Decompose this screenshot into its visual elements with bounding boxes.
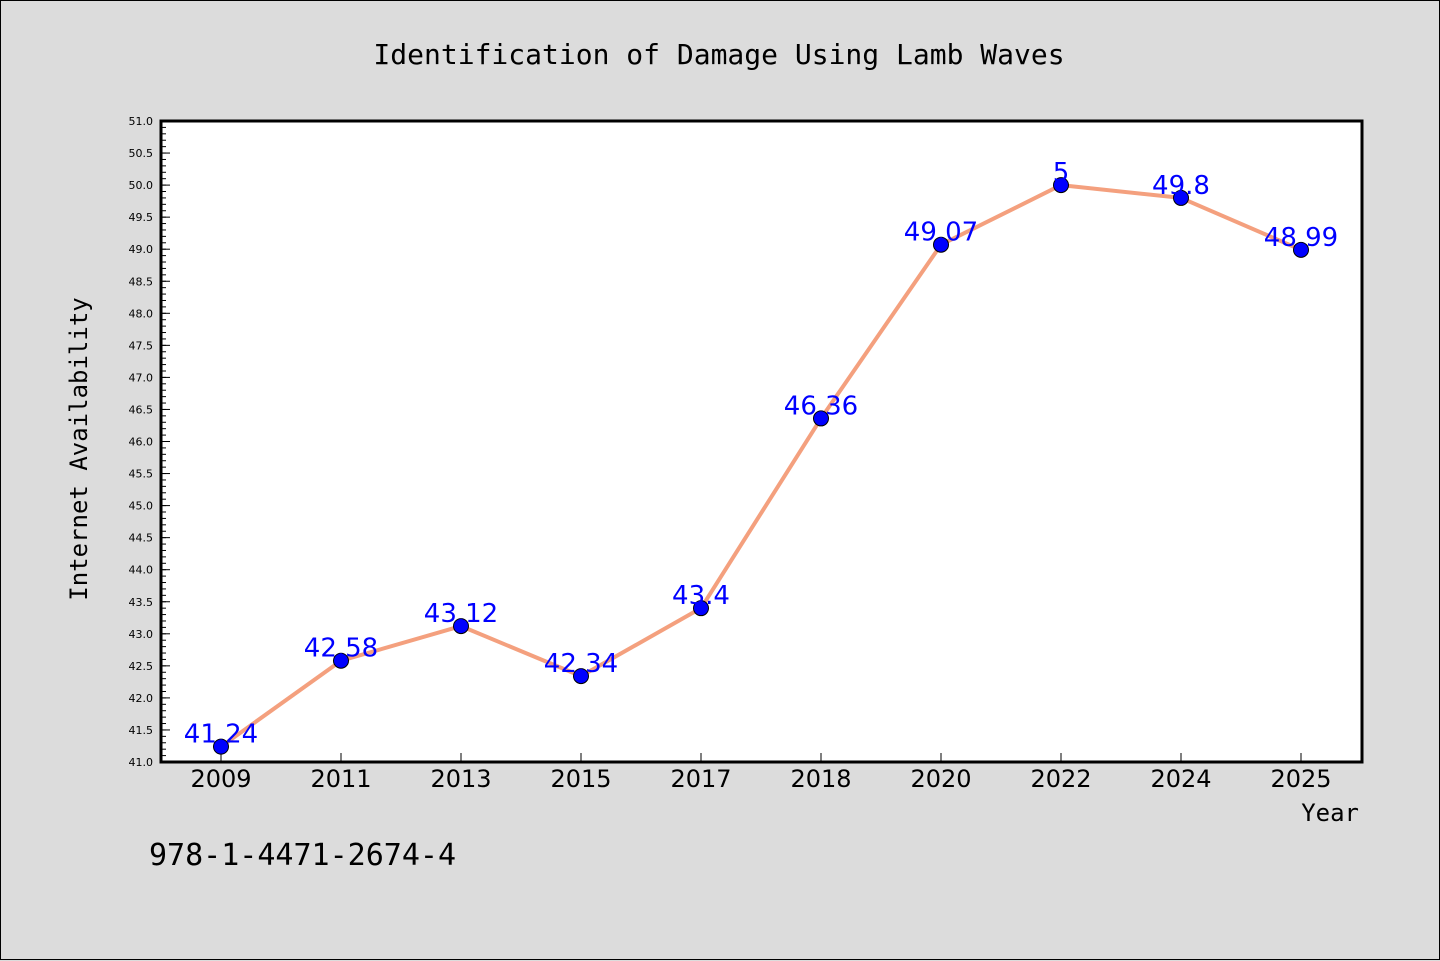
y-tick-label: 47.5 xyxy=(129,339,154,352)
data-point xyxy=(933,236,949,253)
data-point xyxy=(1173,189,1189,206)
y-tick-label: 44.5 xyxy=(129,532,154,545)
y-tick-label: 46.5 xyxy=(129,403,154,416)
y-axis-label: Internet Availability xyxy=(65,297,93,600)
x-axis: 2009 2011 2013 2015 2017 2018 2020 2022 2024 2025 xyxy=(190,753,1332,793)
series-line xyxy=(219,183,1302,749)
data-point xyxy=(573,668,589,685)
data-labels: 41.24 42.58 43.12 42.34 43.4 46.36 49.07 5 49.8 4… xyxy=(184,158,1338,750)
series-polyline xyxy=(219,183,1302,749)
data-label: 46.36 xyxy=(784,391,858,421)
data-point xyxy=(1293,241,1309,258)
y-tick-label: 48.5 xyxy=(129,275,154,288)
y-tick-label: 44.0 xyxy=(129,564,154,577)
y-tick-label: 49.5 xyxy=(129,211,154,224)
data-label: 49.8 xyxy=(1152,171,1210,201)
x-tick-label: 2025 xyxy=(1270,765,1331,793)
x-tick-label: 2017 xyxy=(670,765,731,793)
x-tick-label: 2022 xyxy=(1030,765,1091,793)
data-point xyxy=(813,410,829,427)
x-tick-label: 2015 xyxy=(550,765,611,793)
data-point xyxy=(213,738,229,755)
y-tick-label: 41.0 xyxy=(129,756,154,769)
data-label: 43.12 xyxy=(424,599,498,629)
y-tick-label: 50.0 xyxy=(129,179,154,192)
y-tick-label: 43.5 xyxy=(129,596,154,609)
data-label: 49.07 xyxy=(904,218,978,248)
isbn-text: 978-1-4471-2674-4 xyxy=(149,838,456,873)
x-axis-label: Year xyxy=(1301,799,1359,827)
x-tick-label: 2011 xyxy=(310,765,371,793)
chart-title: Identification of Damage Using Lamb Wave… xyxy=(373,38,1064,71)
y-tick-label: 45.0 xyxy=(129,500,154,513)
data-point xyxy=(1053,177,1069,194)
y-tick-label: 42.5 xyxy=(129,660,154,673)
y-tick-label: 49.0 xyxy=(129,243,154,256)
y-tick-label: 51.0 xyxy=(129,115,154,128)
x-tick-label: 2009 xyxy=(190,765,251,793)
data-point xyxy=(693,600,709,617)
y-tick-label: 47.0 xyxy=(129,371,154,384)
y-axis: 41.0 41.5 42.0 42.5 43.0 43.5 44.0 44.5 45.0 45.5… xyxy=(129,115,170,769)
y-tick-label: 42.0 xyxy=(129,692,154,705)
y-tick-label: 46.0 xyxy=(129,436,154,449)
data-label: 42.34 xyxy=(544,649,618,679)
x-tick-label: 2018 xyxy=(790,765,851,793)
x-tick-label: 2020 xyxy=(910,765,971,793)
x-tick-label: 2024 xyxy=(1150,765,1211,793)
data-label: 48.99 xyxy=(1264,223,1338,253)
data-point xyxy=(333,652,349,669)
y-tick-label: 45.5 xyxy=(129,468,154,481)
y-tick-label: 50.5 xyxy=(129,147,154,160)
series-markers xyxy=(213,177,1309,755)
y-tick-label: 41.5 xyxy=(129,724,154,737)
x-tick-label: 2013 xyxy=(430,765,491,793)
y-tick-label: 43.0 xyxy=(129,628,154,641)
data-label: 41.24 xyxy=(184,720,258,750)
data-point xyxy=(453,618,469,635)
y-tick-label: 48.0 xyxy=(129,307,154,320)
data-label: 42.58 xyxy=(304,634,378,664)
data-label: 5 xyxy=(1053,158,1070,188)
data-label: 43.4 xyxy=(672,581,730,611)
